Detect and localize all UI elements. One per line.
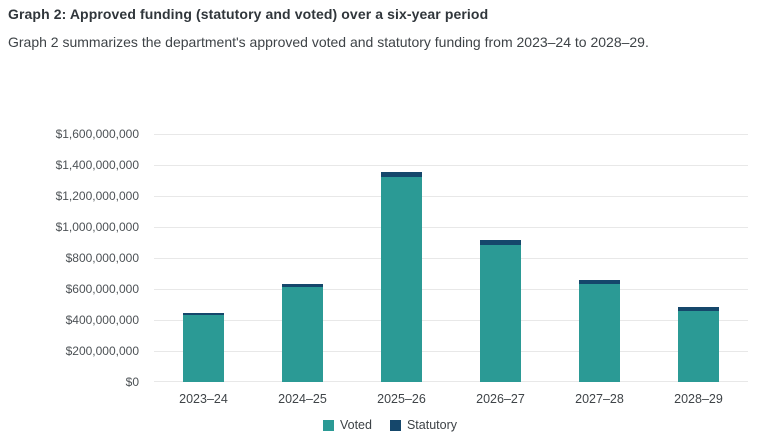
bar-segment-voted [480, 245, 521, 382]
bar-2026–27 [480, 240, 521, 382]
gridline [154, 227, 748, 228]
bar-segment-voted [282, 287, 323, 382]
bar-segment-statutory [183, 313, 224, 315]
legend-item-statutory: Statutory [389, 418, 457, 432]
bar-2025–26 [381, 172, 422, 382]
legend-swatch-statutory-icon [389, 419, 401, 431]
bar-segment-voted [381, 177, 422, 382]
graph-title: Graph 2: Approved funding (statutory and… [8, 6, 489, 22]
bar-segment-voted [183, 315, 224, 382]
gridline [154, 196, 748, 197]
bar-segment-statutory [381, 172, 422, 177]
bar-2027–28 [579, 280, 620, 382]
y-tick-label: $400,000,000 [65, 313, 139, 327]
graph-description: Graph 2 summarizes the department's appr… [8, 34, 649, 50]
y-tick-label: $1,400,000,000 [55, 158, 139, 172]
legend-item-voted: Voted [322, 418, 372, 432]
gridline [154, 289, 748, 290]
y-tick-label: $800,000,000 [65, 251, 139, 265]
bar-segment-statutory [282, 284, 323, 287]
y-tick-label: $1,000,000,000 [55, 220, 139, 234]
bar-segment-statutory [480, 240, 521, 245]
gridline [154, 351, 748, 352]
gridline [154, 320, 748, 321]
y-tick-label: $1,600,000,000 [55, 127, 139, 141]
x-tick-label: 2024–25 [278, 392, 327, 406]
y-tick-label: $200,000,000 [65, 344, 139, 358]
chart-legend: Voted Statutory [0, 418, 780, 432]
gridline [154, 134, 748, 135]
bar-segment-voted [678, 311, 719, 382]
legend-label: Statutory [406, 418, 457, 432]
y-tick-label: $1,200,000,000 [55, 189, 139, 203]
plot-area [154, 134, 748, 382]
bar-2023–24 [183, 313, 224, 382]
bar-2028–29 [678, 307, 719, 382]
legend-label: Voted [339, 418, 372, 432]
y-tick-label: $0 [125, 375, 139, 389]
legend-swatch-voted-icon [322, 419, 334, 431]
bar-segment-voted [579, 284, 620, 382]
gridline [154, 381, 748, 382]
x-tick-label: 2027–28 [575, 392, 624, 406]
bar-2024–25 [282, 284, 323, 382]
y-tick-label: $600,000,000 [65, 282, 139, 296]
bar-segment-statutory [678, 307, 719, 311]
gridline [154, 258, 748, 259]
x-tick-label: 2028–29 [674, 392, 723, 406]
x-tick-label: 2023–24 [179, 392, 228, 406]
bar-segment-statutory [579, 280, 620, 284]
x-tick-label: 2025–26 [377, 392, 426, 406]
x-tick-label: 2026–27 [476, 392, 525, 406]
gridline [154, 165, 748, 166]
